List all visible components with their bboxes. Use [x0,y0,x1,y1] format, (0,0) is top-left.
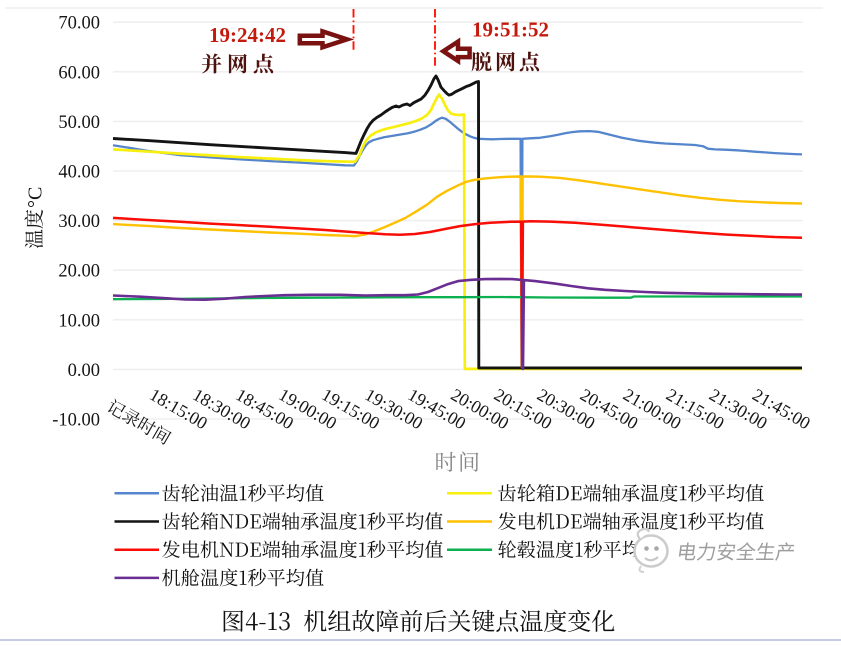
svg-text:60.00: 60.00 [58,63,100,83]
svg-text:19:24:42: 19:24:42 [209,23,286,47]
svg-text:10.00: 10.00 [58,311,100,331]
svg-text:70.00: 70.00 [58,14,100,34]
svg-text:30.00: 30.00 [58,212,100,232]
svg-text:°C: °C [25,187,47,208]
svg-text:40.00: 40.00 [58,163,100,183]
svg-text:-10.00: -10.00 [52,411,100,431]
svg-text:0.00: 0.00 [68,361,100,381]
svg-text:20.00: 20.00 [58,262,100,282]
svg-text:50.00: 50.00 [58,113,100,133]
svg-text:19:51:52: 19:51:52 [472,18,549,42]
